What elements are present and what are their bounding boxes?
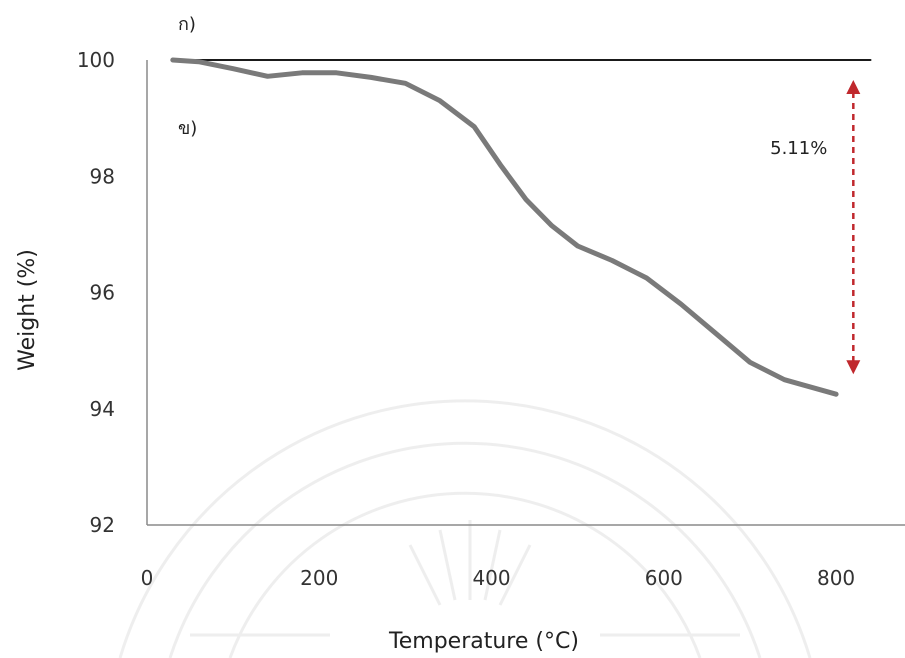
y-axis-title: Weight (%) bbox=[15, 249, 40, 371]
series-labels: ก) ข) bbox=[178, 14, 197, 139]
x-tick-label: 0 bbox=[141, 566, 154, 590]
x-tick-label: 800 bbox=[817, 566, 855, 590]
y-tick-label: 92 bbox=[90, 513, 115, 537]
series-line bbox=[170, 57, 839, 397]
x-tick-label: 400 bbox=[472, 566, 510, 590]
x-axis-title: Temperature (°C) bbox=[388, 629, 579, 654]
tick-labels: 92 94 96 98 100 0 200 400 600 800 bbox=[77, 48, 855, 590]
annotation-layer: 5.11% bbox=[770, 80, 861, 375]
y-tick-label: 96 bbox=[90, 281, 115, 305]
series-label: ก) bbox=[178, 14, 196, 35]
y-tick-label: 100 bbox=[77, 48, 115, 72]
watermark-seal bbox=[118, 399, 812, 658]
difference-label: 5.11% bbox=[770, 138, 827, 159]
x-tick-label: 200 bbox=[300, 566, 338, 590]
arrow-head-down bbox=[846, 360, 861, 375]
series-layer bbox=[170, 57, 872, 397]
series-label: ข) bbox=[178, 118, 197, 139]
x-tick-label: 600 bbox=[645, 566, 683, 590]
arrow-head-up bbox=[846, 80, 861, 94]
axes bbox=[146, 60, 905, 526]
y-tick-label: 94 bbox=[90, 397, 115, 421]
y-tick-label: 98 bbox=[90, 164, 115, 188]
